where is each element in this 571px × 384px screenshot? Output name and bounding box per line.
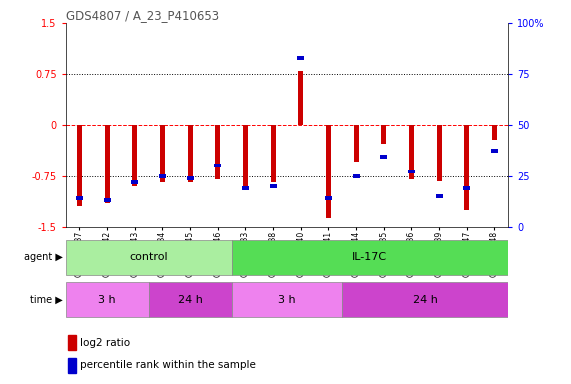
Bar xyxy=(409,125,414,179)
Bar xyxy=(270,184,276,188)
Bar xyxy=(76,196,83,200)
Bar xyxy=(436,194,443,198)
Bar xyxy=(104,125,110,203)
Text: GDS4807 / A_23_P410653: GDS4807 / A_23_P410653 xyxy=(66,9,219,22)
Bar xyxy=(491,149,498,153)
Bar xyxy=(342,282,508,317)
Text: IL-17C: IL-17C xyxy=(352,252,388,262)
Bar xyxy=(132,125,137,186)
Bar xyxy=(159,174,166,177)
Bar xyxy=(242,186,249,190)
Text: 3 h: 3 h xyxy=(278,295,296,305)
Text: 24 h: 24 h xyxy=(413,295,437,305)
Bar xyxy=(66,282,148,317)
Bar xyxy=(104,198,111,202)
Bar xyxy=(187,176,194,180)
Bar xyxy=(353,125,359,162)
Bar xyxy=(464,125,469,210)
Bar xyxy=(381,125,386,144)
Bar xyxy=(215,125,220,179)
Text: time ▶: time ▶ xyxy=(30,295,63,305)
Bar xyxy=(188,125,192,182)
Bar xyxy=(297,56,304,60)
Bar xyxy=(408,170,415,174)
Bar xyxy=(298,71,303,125)
Bar xyxy=(353,174,360,177)
Bar xyxy=(77,125,82,206)
Text: control: control xyxy=(129,252,168,262)
Bar xyxy=(271,125,276,182)
Bar xyxy=(160,125,165,182)
Text: percentile rank within the sample: percentile rank within the sample xyxy=(81,360,256,370)
Bar xyxy=(437,125,441,181)
Bar xyxy=(232,282,342,317)
Bar xyxy=(214,164,221,167)
Text: agent ▶: agent ▶ xyxy=(24,252,63,262)
Bar xyxy=(492,125,497,140)
Bar xyxy=(463,186,470,190)
Bar xyxy=(243,125,248,187)
Text: 3 h: 3 h xyxy=(98,295,116,305)
Text: log2 ratio: log2 ratio xyxy=(81,338,130,348)
Bar xyxy=(232,240,508,275)
Bar xyxy=(68,358,76,372)
Bar xyxy=(326,125,331,218)
Text: 24 h: 24 h xyxy=(178,295,203,305)
Bar xyxy=(380,156,387,159)
Bar xyxy=(131,180,138,184)
Bar xyxy=(68,335,76,350)
Bar xyxy=(325,196,332,200)
Bar xyxy=(66,240,232,275)
Bar xyxy=(148,282,232,317)
